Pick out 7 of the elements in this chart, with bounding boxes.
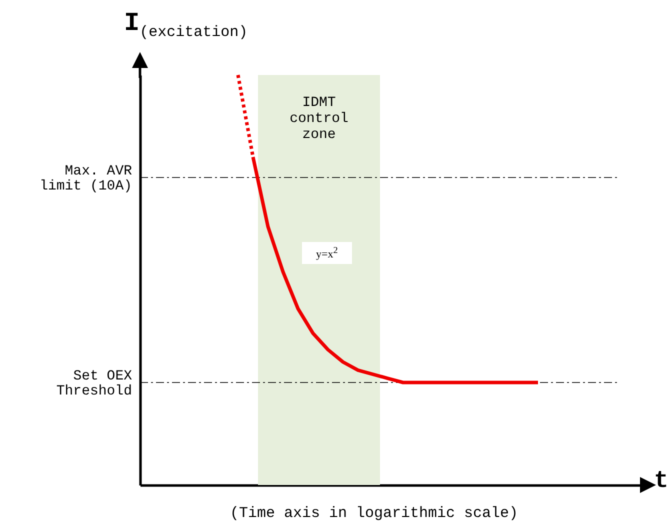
ref-line-label: Max. AVR limit (10A) — [40, 164, 133, 194]
annotation: IDMT control zone — [290, 95, 348, 143]
y-axis-title: I$_{(excitation)}$ — [124, 8, 248, 42]
ref-line-label: Set OEX Threshold — [56, 368, 133, 400]
annotation: y=x$^{2}$ — [302, 242, 352, 264]
text: (Time axis in logarithmic scale) — [230, 505, 518, 522]
x-axis-title: t — [654, 468, 668, 495]
